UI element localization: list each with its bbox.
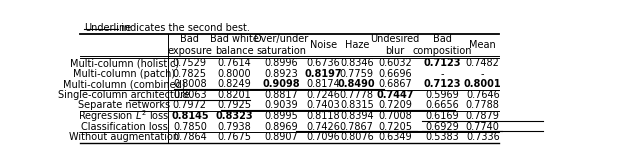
Text: Undesired
blur: Undesired blur [371, 35, 420, 56]
Text: 0.7336: 0.7336 [466, 132, 500, 142]
Text: 0.8923: 0.8923 [264, 69, 298, 79]
Text: 0.8323: 0.8323 [216, 111, 253, 121]
Text: 0.7850: 0.7850 [173, 122, 207, 132]
Text: 0.8197: 0.8197 [305, 69, 342, 79]
Text: 0.7205: 0.7205 [378, 122, 412, 132]
Text: 0.8063: 0.8063 [173, 90, 207, 100]
Text: 0.7447: 0.7447 [376, 90, 413, 100]
Text: 0.8000: 0.8000 [218, 69, 251, 79]
Text: 0.9039: 0.9039 [264, 101, 298, 111]
Text: 0.8008: 0.8008 [173, 79, 207, 89]
Text: Bad
composition: Bad composition [412, 35, 472, 56]
Text: 0.7529: 0.7529 [173, 58, 207, 68]
Text: Bad
exposure: Bad exposure [168, 35, 212, 56]
Text: Mean: Mean [469, 40, 496, 50]
Text: 0.7123: 0.7123 [423, 58, 461, 68]
Text: 0.7879: 0.7879 [466, 111, 500, 121]
Text: 0.7403: 0.7403 [307, 101, 340, 111]
Text: 0.6656: 0.6656 [425, 101, 459, 111]
Text: 0.6867: 0.6867 [378, 79, 412, 89]
Text: 0.8001: 0.8001 [464, 79, 502, 89]
Text: Haze: Haze [344, 40, 369, 50]
Text: indicates the second best.: indicates the second best. [118, 23, 250, 33]
Text: Over/under
saturation: Over/under saturation [253, 35, 309, 56]
Text: 0.7209: 0.7209 [378, 101, 412, 111]
Text: Bad white
balance: Bad white balance [210, 35, 259, 56]
Text: 0.5969: 0.5969 [425, 90, 459, 100]
Text: 0.8995: 0.8995 [264, 111, 298, 121]
Text: Multi-column (patch): Multi-column (patch) [73, 69, 175, 79]
Text: Single-column architecture: Single-column architecture [58, 90, 190, 100]
Text: Without augmentation: Without augmentation [69, 132, 179, 142]
Text: 0.7825: 0.7825 [173, 69, 207, 79]
Text: 0.8145: 0.8145 [171, 111, 209, 121]
Text: 0.8490: 0.8490 [338, 79, 376, 89]
Text: 0.6169: 0.6169 [425, 111, 459, 121]
Text: 0.7646: 0.7646 [466, 90, 500, 100]
Text: 0.8174: 0.8174 [307, 79, 340, 89]
Text: 0.8817: 0.8817 [264, 90, 298, 100]
Text: Noise: Noise [310, 40, 337, 50]
Text: 0.7938: 0.7938 [218, 122, 251, 132]
Text: 0.7867: 0.7867 [340, 122, 374, 132]
Text: 0.7759: 0.7759 [340, 69, 374, 79]
Text: -: - [440, 69, 444, 79]
Text: Multi-column (combined): Multi-column (combined) [63, 79, 186, 89]
Text: -: - [481, 69, 484, 79]
Text: 0.7426: 0.7426 [307, 122, 340, 132]
Text: 0.6696: 0.6696 [378, 69, 412, 79]
Text: Regression $L^2$ loss: Regression $L^2$ loss [79, 108, 170, 124]
Text: 0.8907: 0.8907 [264, 132, 298, 142]
Text: 0.7246: 0.7246 [307, 90, 340, 100]
Text: 0.7778: 0.7778 [340, 90, 374, 100]
Text: 0.8996: 0.8996 [264, 58, 298, 68]
Text: 0.7008: 0.7008 [378, 111, 412, 121]
Text: 0.7096: 0.7096 [307, 132, 340, 142]
Text: 0.6929: 0.6929 [425, 122, 459, 132]
Text: 0.8969: 0.8969 [264, 122, 298, 132]
Text: 0.8394: 0.8394 [340, 111, 374, 121]
Text: 0.7788: 0.7788 [466, 101, 500, 111]
Text: 0.7925: 0.7925 [217, 101, 252, 111]
Text: Underline: Underline [84, 23, 131, 33]
Text: 0.8201: 0.8201 [218, 90, 251, 100]
Text: 0.8076: 0.8076 [340, 132, 374, 142]
Text: 0.5383: 0.5383 [425, 132, 459, 142]
Text: Multi-column (holistic): Multi-column (holistic) [70, 58, 179, 68]
Text: 0.7123: 0.7123 [423, 79, 461, 89]
Text: 0.8249: 0.8249 [218, 79, 251, 89]
Text: 0.7864: 0.7864 [173, 132, 207, 142]
Text: Separate networks: Separate networks [78, 101, 170, 111]
Text: 0.6736: 0.6736 [307, 58, 340, 68]
Text: 0.8346: 0.8346 [340, 58, 374, 68]
Text: 0.7614: 0.7614 [218, 58, 251, 68]
Text: 0.7740: 0.7740 [466, 122, 500, 132]
Text: 0.7675: 0.7675 [217, 132, 252, 142]
Text: 0.7972: 0.7972 [173, 101, 207, 111]
Text: 0.6349: 0.6349 [378, 132, 412, 142]
Text: 0.8315: 0.8315 [340, 101, 374, 111]
Text: 0.6032: 0.6032 [378, 58, 412, 68]
Text: 0.8118: 0.8118 [307, 111, 340, 121]
Text: Classification loss: Classification loss [81, 122, 168, 132]
Text: 0.7482: 0.7482 [466, 58, 500, 68]
Text: 0.9098: 0.9098 [262, 79, 300, 89]
